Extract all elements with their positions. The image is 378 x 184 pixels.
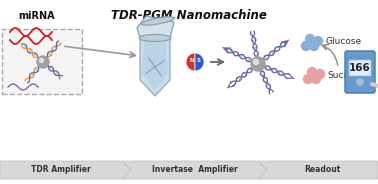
Circle shape	[302, 42, 310, 50]
Text: TDR-PGM Nanomachine: TDR-PGM Nanomachine	[111, 9, 267, 22]
Text: Sucrose: Sucrose	[327, 70, 363, 79]
Polygon shape	[258, 161, 378, 179]
FancyBboxPatch shape	[2, 29, 82, 94]
Circle shape	[254, 59, 259, 65]
Polygon shape	[137, 16, 174, 38]
Wedge shape	[186, 53, 195, 71]
Circle shape	[37, 56, 49, 68]
Circle shape	[316, 70, 324, 79]
Circle shape	[305, 35, 314, 43]
Circle shape	[313, 36, 322, 45]
Text: TDR Amplifier: TDR Amplifier	[31, 165, 91, 174]
Circle shape	[310, 42, 319, 50]
Text: N: N	[189, 59, 194, 63]
Text: Invertase  Amplifier: Invertase Amplifier	[152, 165, 237, 174]
Polygon shape	[140, 38, 170, 96]
Circle shape	[307, 68, 316, 77]
FancyBboxPatch shape	[345, 51, 375, 93]
Polygon shape	[0, 161, 131, 179]
Text: miRNA: miRNA	[18, 11, 55, 21]
Circle shape	[356, 79, 364, 86]
Ellipse shape	[139, 35, 171, 42]
Circle shape	[39, 59, 43, 63]
Wedge shape	[195, 53, 204, 71]
Ellipse shape	[141, 17, 175, 25]
Polygon shape	[122, 161, 267, 179]
Circle shape	[311, 75, 321, 84]
FancyBboxPatch shape	[349, 60, 371, 76]
Polygon shape	[142, 42, 168, 90]
Text: 166: 166	[349, 63, 371, 73]
Text: S: S	[197, 59, 200, 63]
Text: Glucose: Glucose	[325, 38, 361, 47]
Text: Readout: Readout	[304, 165, 341, 174]
Circle shape	[304, 75, 313, 84]
Circle shape	[251, 57, 265, 71]
